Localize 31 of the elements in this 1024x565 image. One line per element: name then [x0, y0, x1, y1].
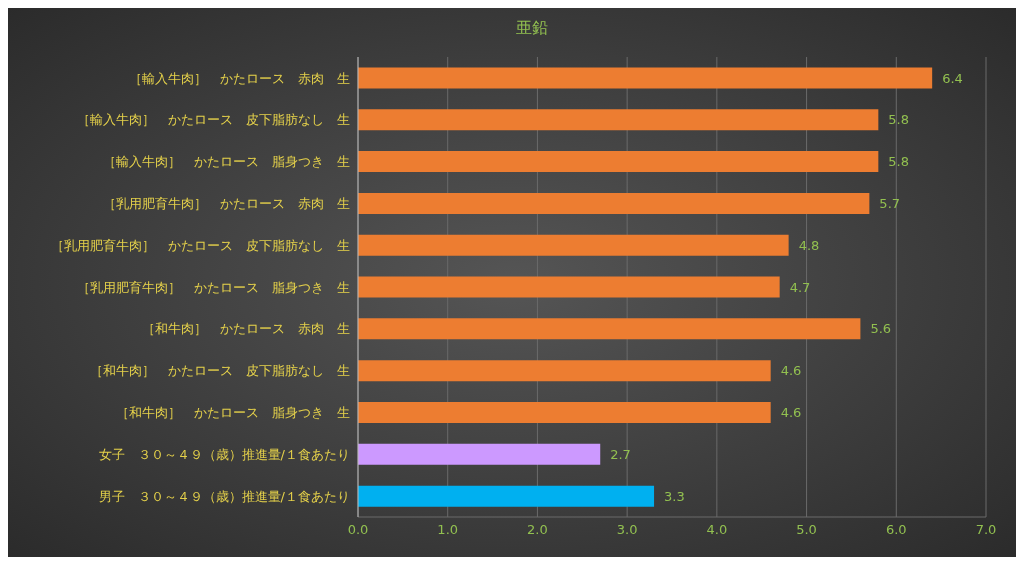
y-tick-label: ［輸入牛肉］ かたロース 脂身つき 生	[103, 154, 350, 170]
data-label: 5.6	[870, 321, 892, 337]
x-tick-label: 4.0	[706, 522, 728, 538]
chart-title: 亜鉛	[515, 17, 549, 39]
data-label: 5.7	[879, 196, 901, 212]
x-tick-label: 0.0	[347, 522, 369, 538]
y-tick-label: ［乳用肥育牛肉］ かたロース 脂身つき 生	[77, 279, 350, 295]
x-tick-label: 1.0	[437, 522, 459, 538]
y-tick-label: ［乳用肥育牛肉］ かたロース 皮下脂肪なし 生	[51, 237, 350, 253]
x-tick-label: 2.0	[527, 522, 548, 538]
y-tick-label: ［和牛肉］ かたロース 脂身つき 生	[116, 405, 350, 421]
y-tick-label: ［乳用肥育牛肉］ かたロース 赤肉 生	[103, 195, 350, 211]
x-tick-label: 6.0	[885, 522, 907, 538]
data-label: 4.7	[789, 279, 811, 295]
y-tick-label: 男子 ３０～４９（歳）推進量/１食あたり	[98, 488, 350, 504]
data-label: 4.6	[780, 405, 802, 421]
data-label: 4.8	[798, 237, 820, 253]
y-tick-label: 女子 ３０～４９（歳）推進量/１食あたり	[98, 446, 350, 462]
y-tick-label: ［和牛肉］ かたロース 赤肉 生	[142, 321, 350, 337]
x-tick-label: 7.0	[975, 522, 997, 538]
data-label: 5.8	[888, 154, 910, 170]
x-tick-label: 3.0	[616, 522, 638, 538]
data-label: 2.7	[610, 446, 631, 462]
data-label: 3.3	[664, 488, 685, 504]
data-label: 6.4	[942, 70, 963, 86]
data-label: 4.6	[780, 363, 802, 379]
x-tick-label: 5.0	[796, 522, 817, 538]
data-label: 5.8	[888, 112, 910, 128]
y-tick-label: ［輸入牛肉］ かたロース 皮下脂肪なし 生	[77, 112, 350, 128]
y-tick-label: ［輸入牛肉］ かたロース 赤肉 生	[129, 70, 350, 86]
y-tick-label: ［和牛肉］ かたロース 皮下脂肪なし 生	[90, 363, 350, 379]
